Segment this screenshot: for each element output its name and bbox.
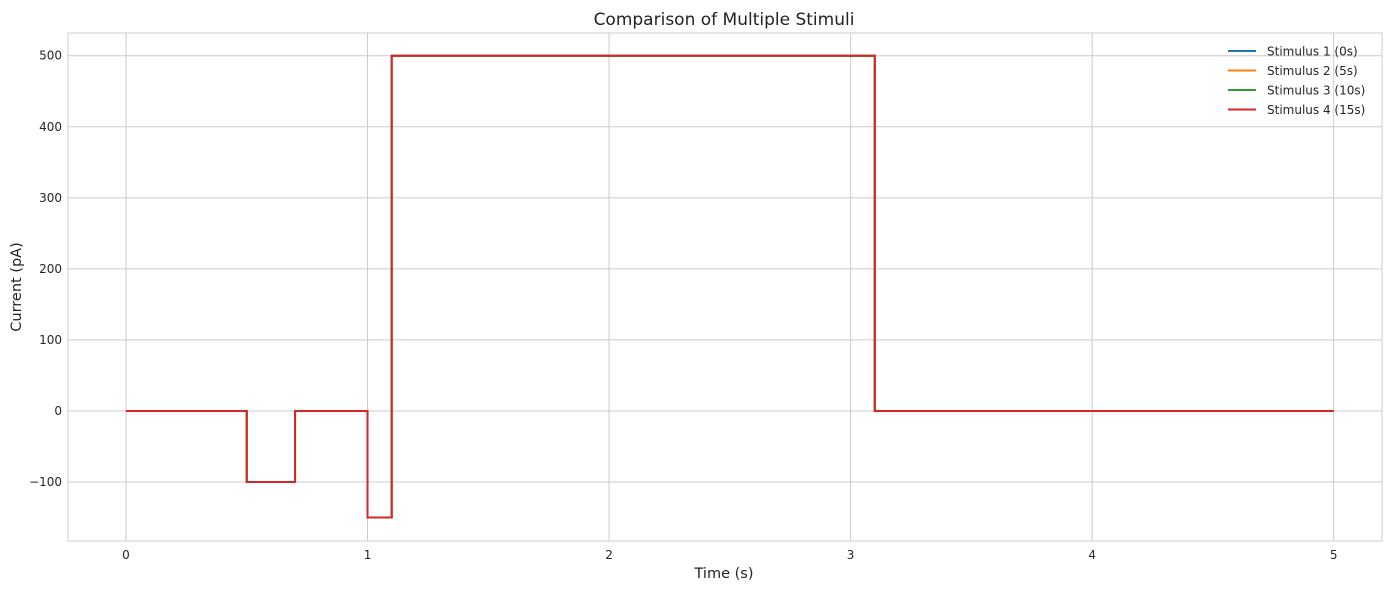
y-tick-label: 400 — [39, 120, 62, 134]
plot-frame — [67, 32, 1383, 542]
legend-entry: Stimulus 2 (5s) — [1267, 64, 1358, 78]
series-line-1 — [125, 54, 1334, 519]
chart-title: Comparison of Multiple Stimuli — [594, 10, 855, 30]
x-axis-label: Time (s) — [694, 566, 754, 582]
y-tick-label: 500 — [39, 49, 62, 63]
y-tick-label: 300 — [39, 191, 62, 205]
x-tick-labels: 0 1 2 3 4 5 — [122, 548, 1337, 562]
series-lines — [125, 54, 1334, 519]
x-tick-label: 1 — [364, 548, 372, 562]
x-tick-label: 2 — [605, 548, 613, 562]
legend-entry: Stimulus 3 (10s) — [1267, 84, 1365, 98]
x-tick-label: 0 — [122, 548, 130, 562]
legend-entry: Stimulus 1 (0s) — [1267, 45, 1358, 59]
y-tick-labels: −100 0 100 200 300 400 500 — [29, 49, 62, 489]
x-tick-label: 3 — [847, 548, 855, 562]
x-tick-label: 5 — [1330, 548, 1338, 562]
legend-entry: Stimulus 4 (15s) — [1267, 103, 1365, 117]
legend: Stimulus 1 (0s) Stimulus 2 (5s) Stimulus 3… — [1228, 45, 1365, 117]
x-tick-label: 4 — [1088, 548, 1096, 562]
y-tick-label: 100 — [39, 333, 62, 347]
y-axis-label: Current (pA) — [9, 242, 25, 332]
series-line-4 — [125, 54, 1334, 519]
grid — [68, 33, 1382, 541]
series-line-3 — [125, 54, 1334, 519]
y-tick-label: 0 — [54, 404, 62, 418]
y-tick-label: 200 — [39, 262, 62, 276]
y-tick-label: −100 — [29, 475, 62, 489]
series-line-2 — [125, 54, 1334, 519]
